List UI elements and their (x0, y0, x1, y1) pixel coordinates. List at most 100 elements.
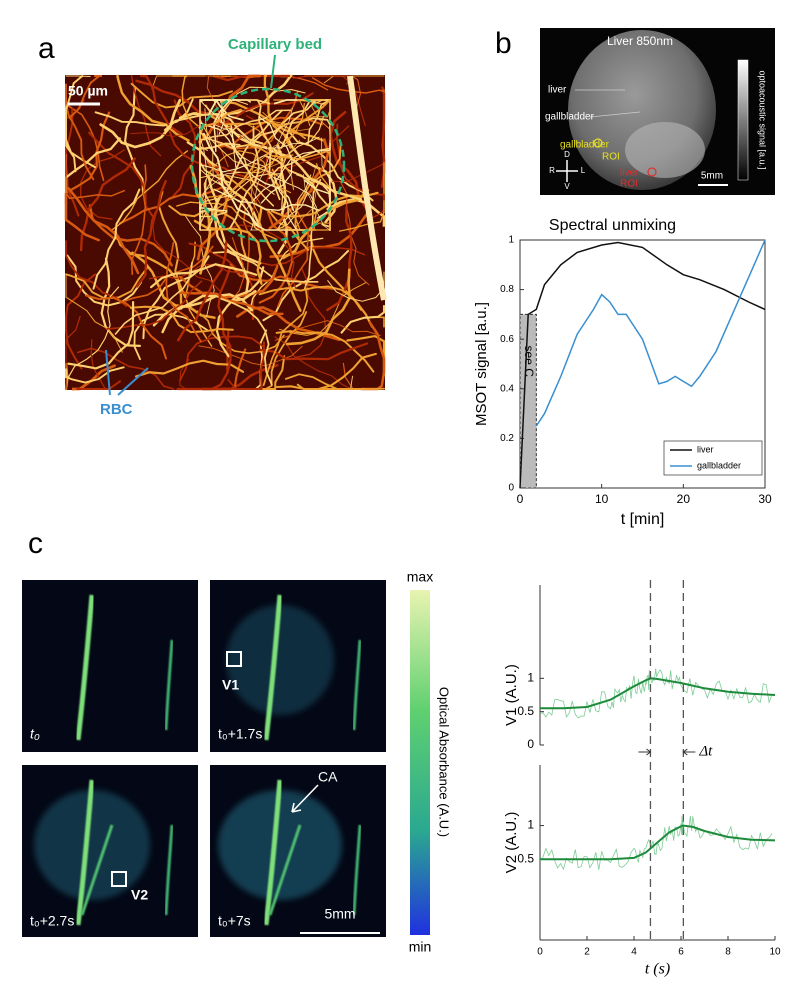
vessel (177, 241, 228, 342)
x-tick-label: 0 (517, 492, 524, 506)
y-tick-label: 0.5 (517, 704, 534, 718)
vessel (106, 280, 203, 330)
vessel (65, 75, 84, 173)
frame-label: t₀+7s (218, 913, 251, 929)
vessel (276, 193, 308, 231)
vessel (196, 161, 228, 261)
vessel (65, 273, 123, 353)
vessel (200, 108, 214, 217)
panel-label: c (28, 527, 43, 560)
image-label: ROI (620, 179, 638, 190)
vessel (199, 99, 237, 168)
vessel (72, 364, 116, 391)
vessel (268, 824, 302, 916)
vessel (258, 116, 293, 204)
vessel (75, 594, 95, 741)
image-label: liver (620, 168, 639, 179)
panel-label: a (38, 32, 55, 65)
raw-trace (539, 815, 773, 871)
panel-label: b (495, 27, 512, 60)
vessel (199, 142, 241, 211)
x-tick-label: 2 (584, 947, 590, 958)
y-axis-label: MSOT signal [a.u.] (473, 302, 490, 426)
vessel (135, 359, 245, 378)
vessel (130, 82, 233, 109)
image-label: gallbladder (560, 140, 610, 151)
vessel (130, 75, 162, 157)
roi-label: V2 (131, 887, 148, 903)
vessel (217, 265, 232, 375)
vessel (302, 174, 331, 231)
chart-title: Spectral unmixing (549, 217, 676, 234)
vessel (256, 99, 281, 201)
annotation: see C (522, 346, 536, 378)
colorbar-label: optoacoustic signal [a.u.] (758, 70, 768, 169)
vessel (221, 341, 266, 390)
orientation: L (581, 166, 586, 175)
vessel (340, 304, 386, 334)
vessel (65, 366, 125, 384)
vessel (200, 179, 213, 231)
vessel (296, 383, 367, 390)
vessel (262, 99, 331, 125)
vessel (259, 342, 369, 361)
annotation: Δt (698, 743, 713, 759)
vessel (254, 125, 350, 180)
vessel (196, 310, 285, 355)
compass (556, 160, 578, 182)
vessel (262, 285, 309, 387)
x-tick-label: 20 (677, 492, 691, 506)
y-tick-label: 1 (508, 235, 514, 246)
vessel (281, 188, 370, 260)
vessel (311, 77, 385, 94)
arrow-label: CA (318, 769, 338, 785)
x-tick-label: 10 (595, 492, 609, 506)
vessel (303, 179, 322, 290)
legend-label: gallbladder (697, 460, 741, 470)
shade (519, 313, 537, 489)
vessel (75, 779, 95, 926)
vessel (116, 74, 190, 142)
vessel (65, 83, 95, 181)
vessel (130, 164, 147, 275)
vessel (249, 237, 324, 313)
vessel (92, 188, 141, 290)
vessel (246, 108, 293, 210)
vessel (252, 144, 331, 201)
vessel (347, 75, 387, 301)
colorbar (410, 590, 430, 935)
pointer (105, 349, 149, 396)
vessel (257, 206, 302, 312)
vessel (275, 352, 377, 391)
vessel (139, 74, 183, 135)
series-line (519, 241, 766, 489)
y-tick-label: 0.8 (500, 284, 514, 295)
vessel (326, 197, 386, 227)
vessel (257, 246, 366, 267)
absorbance-images (22, 580, 386, 937)
vessel (199, 99, 221, 116)
x-tick-label: 6 (678, 947, 684, 958)
frame-label: t₀ (30, 726, 40, 742)
legend-box (663, 440, 763, 476)
roi-box (111, 871, 127, 887)
y-tick-label: 1 (527, 818, 534, 832)
x-tick-label: 10 (769, 947, 781, 958)
roi-box (226, 651, 242, 667)
vessel (65, 75, 91, 78)
vessel (214, 124, 320, 149)
vessel (309, 234, 374, 328)
vessel (263, 779, 283, 926)
arrow (291, 784, 319, 813)
colorbar-label: Optical Absorbance (A.U.) (437, 687, 452, 837)
vessel (287, 99, 331, 134)
vessel (277, 206, 310, 308)
vessel (372, 316, 385, 328)
frame-label: t₀+2.7s (30, 913, 74, 929)
pointer (575, 89, 641, 118)
vessel (249, 218, 258, 231)
vessel (65, 153, 126, 200)
roi-circle (190, 87, 346, 243)
vessel (176, 329, 230, 391)
vessel (327, 271, 385, 302)
